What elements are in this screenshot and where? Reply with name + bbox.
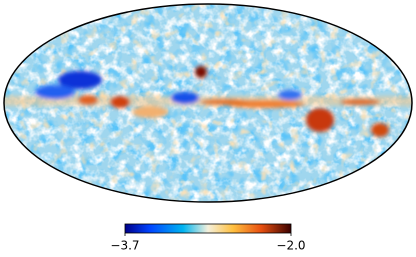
colorbar [124, 223, 292, 234]
colorbar-tick-label: −2.0 [276, 239, 305, 253]
colorbar-tick-label: −3.7 [110, 239, 139, 253]
map-outline [3, 3, 413, 203]
sky-map [4, 4, 412, 202]
